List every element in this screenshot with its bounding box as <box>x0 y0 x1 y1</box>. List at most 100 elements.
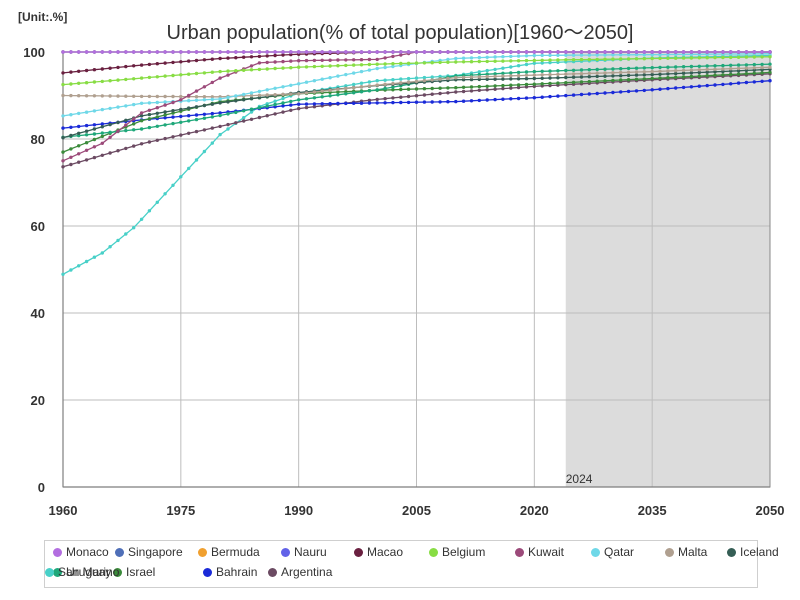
data-point <box>556 76 560 80</box>
data-point <box>367 57 372 62</box>
data-point <box>147 62 152 67</box>
data-point <box>438 86 442 90</box>
data-point <box>304 58 309 63</box>
data-point <box>187 93 191 98</box>
data-point <box>210 50 214 54</box>
data-point <box>108 130 112 134</box>
data-point <box>713 70 717 74</box>
data-point <box>344 72 348 77</box>
data-point <box>124 232 128 236</box>
data-point <box>108 94 112 98</box>
data-point <box>595 67 599 72</box>
data-point <box>391 78 395 82</box>
data-point <box>92 68 97 72</box>
data-point <box>564 58 568 62</box>
data-point <box>485 68 489 73</box>
data-point <box>446 57 450 62</box>
data-point <box>532 96 536 100</box>
y-tick-label: 40 <box>31 306 45 321</box>
data-point <box>642 88 646 93</box>
data-point <box>430 61 434 65</box>
data-point <box>509 50 513 54</box>
data-point <box>92 155 97 160</box>
legend-item: Macao <box>354 545 403 561</box>
data-point <box>84 148 89 152</box>
data-point <box>289 103 293 107</box>
data-point <box>383 97 387 101</box>
data-point <box>509 54 513 59</box>
data-point <box>674 65 678 69</box>
data-point <box>611 71 615 75</box>
data-point <box>548 94 552 99</box>
data-point <box>477 98 481 103</box>
data-point <box>289 50 293 54</box>
data-point <box>626 53 631 57</box>
data-point <box>414 87 419 91</box>
data-point <box>556 72 560 77</box>
data-point <box>336 101 340 106</box>
data-point <box>501 71 505 76</box>
data-point <box>713 64 717 68</box>
data-point <box>367 68 372 72</box>
forecast-label: 2024 <box>566 472 593 486</box>
data-point <box>430 78 434 82</box>
data-point <box>399 53 403 57</box>
data-point <box>257 54 262 59</box>
data-point <box>84 123 89 128</box>
data-point <box>493 67 497 72</box>
data-point <box>485 72 489 76</box>
data-point <box>391 64 395 69</box>
data-point <box>226 69 230 73</box>
data-point <box>273 93 277 97</box>
data-point <box>524 54 529 58</box>
data-point <box>587 50 591 54</box>
data-point <box>132 77 136 81</box>
data-point <box>595 79 599 83</box>
data-point <box>493 72 497 76</box>
data-point <box>736 63 741 67</box>
data-point <box>674 75 678 80</box>
data-point <box>674 50 678 54</box>
data-point <box>249 91 254 95</box>
legend-label: Qatar <box>604 545 635 559</box>
data-point <box>194 89 199 93</box>
data-point <box>108 122 112 127</box>
data-point <box>406 76 411 81</box>
data-point <box>257 96 262 100</box>
data-point <box>454 86 458 90</box>
data-point <box>328 88 332 93</box>
data-point <box>84 110 89 114</box>
data-point <box>179 107 183 112</box>
data-point <box>681 50 686 54</box>
data-point <box>336 87 340 92</box>
data-point <box>485 50 489 54</box>
data-point <box>281 53 285 57</box>
data-point <box>297 92 301 96</box>
data-point <box>77 264 81 268</box>
data-point <box>124 77 128 82</box>
data-point <box>108 50 112 54</box>
data-point <box>689 56 694 60</box>
data-point <box>430 100 434 104</box>
data-point <box>155 200 159 204</box>
data-point <box>281 85 285 89</box>
data-point <box>666 52 670 57</box>
data-point <box>564 75 568 80</box>
data-point <box>367 98 372 103</box>
data-point <box>352 101 356 106</box>
data-point <box>619 67 623 71</box>
data-point <box>516 54 521 58</box>
data-point <box>509 74 513 78</box>
data-point <box>556 94 560 98</box>
data-point <box>218 97 222 101</box>
data-point <box>139 50 144 54</box>
data-point <box>540 50 544 54</box>
data-point <box>579 92 584 97</box>
data-point <box>729 82 733 86</box>
data-point <box>194 95 199 99</box>
data-point <box>289 66 293 70</box>
data-point <box>187 114 191 118</box>
data-point <box>202 50 207 54</box>
data-point <box>461 99 466 103</box>
data-point <box>461 56 466 60</box>
